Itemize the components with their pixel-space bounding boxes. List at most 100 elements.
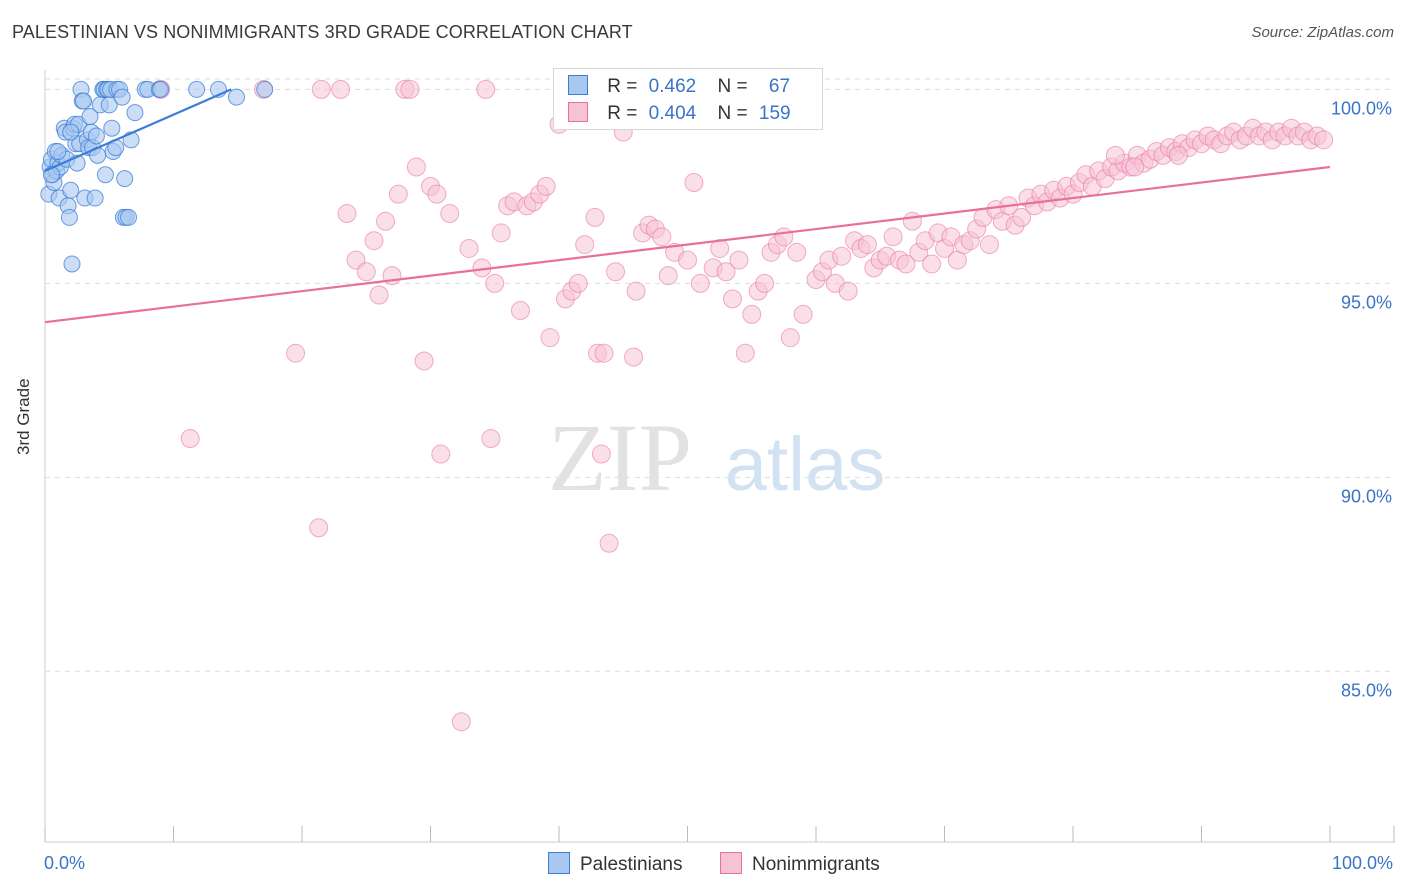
nonimmigrants-point [658, 266, 678, 286]
nonimmigrants-point [787, 242, 807, 262]
nonimmigrants-point [414, 351, 434, 371]
nonimmigrants-point [599, 533, 619, 553]
nonimmigrants-point [735, 343, 755, 363]
bottom-legend-label: Nonimmigrants [752, 854, 880, 875]
palestinians-trend-line [44, 88, 232, 172]
nonimmigrants-point [594, 343, 614, 363]
nonimmigrants-point [388, 184, 408, 204]
nonimmigrants-point [451, 712, 471, 732]
nonimmigrants-point [591, 444, 611, 464]
palestinians-point [116, 170, 134, 188]
stats-legend: R = 0.462 N = 67 R = 0.404 N = 159 [553, 68, 823, 130]
nonimmigrants-point [431, 444, 451, 464]
palestinians-point [120, 208, 138, 226]
nonimmigrants-point [311, 79, 331, 99]
watermark-zip: ZIP [548, 404, 692, 511]
palestinians-point [49, 142, 67, 160]
nonimmigrants-point [337, 204, 357, 224]
nonimmigrants-point [440, 204, 460, 224]
axes [44, 70, 1395, 843]
nonimmigrants-point [369, 285, 389, 305]
nonimmigrants-point [780, 328, 800, 348]
bottom-swatch-blue [548, 852, 570, 874]
y-tick-label: 95.0% [1341, 292, 1392, 312]
palestinians-point [62, 181, 80, 199]
nonimmigrants-point [690, 273, 710, 293]
palestinians-point [62, 123, 80, 141]
nonimmigrants-point [793, 304, 813, 324]
nonimmigrants-point [626, 281, 646, 301]
bottom-legend-palestinians: Palestinians [548, 852, 682, 876]
nonimmigrants-point [710, 238, 730, 258]
palestinians-point [63, 255, 81, 273]
nonimmigrants-point [568, 273, 588, 293]
nonimmigrants-point [286, 343, 306, 363]
nonimmigrants-point [883, 227, 903, 247]
nonimmigrants-point [485, 273, 505, 293]
nonimmigrants-point [510, 301, 530, 321]
trend-lines [44, 88, 1331, 324]
nonimmigrants-point [1105, 145, 1125, 165]
nonimmigrants-point [716, 262, 736, 282]
nonimmigrants-point [400, 79, 420, 99]
nonimmigrants-point [481, 429, 501, 449]
nonimmigrants-point [540, 328, 560, 348]
legend-r-value: 0.462 [648, 76, 697, 97]
nonimmigrants-point [729, 250, 749, 270]
nonimmigrants-point [979, 235, 999, 255]
legend-n-value: 159 [758, 103, 791, 124]
legend-r-value: 0.404 [648, 103, 697, 124]
palestinians-point [227, 88, 245, 106]
nonimmigrants-point [1314, 130, 1334, 150]
legend-row-palestinians: R = 0.462 N = 67 [568, 75, 790, 97]
nonimmigrants-point [774, 227, 794, 247]
chart-title: PALESTINIAN VS NONIMMIGRANTS 3RD GRADE C… [12, 22, 633, 42]
nonimmigrants-point [376, 211, 396, 231]
palestinians-point [87, 127, 105, 145]
nonimmigrants-point [575, 235, 595, 255]
palestinians-point [152, 80, 170, 98]
nonimmigrants-point [722, 289, 742, 309]
legend-n-label: N = [717, 103, 748, 124]
grid-lines [45, 78, 1395, 672]
x-tick-label: 0.0% [44, 853, 85, 873]
watermark-atlas: atlas [725, 422, 886, 507]
nonimmigrants-point [1168, 145, 1188, 165]
palestinians-point [75, 92, 93, 110]
y-axis-label: 3rd Grade [14, 378, 33, 455]
legend-swatch-pink [568, 102, 588, 122]
palestinians-point [103, 119, 121, 137]
source-label: Source: ZipAtlas.com [1251, 24, 1394, 41]
nonimmigrants-point [684, 173, 704, 193]
palestinians-points [40, 80, 274, 273]
nonimmigrants-point [459, 238, 479, 258]
palestinians-point [96, 166, 114, 184]
nonimmigrants-point [624, 347, 644, 367]
nonimmigrants-point [180, 429, 200, 449]
nonimmigrants-point [1012, 207, 1032, 227]
nonimmigrants-point [652, 227, 672, 247]
nonimmigrants-point [309, 518, 329, 538]
nonimmigrants-point [857, 235, 877, 255]
x-tick-labels: 0.0% 100.0% [44, 853, 1393, 873]
y-tick-label: 100.0% [1331, 98, 1392, 118]
y-tick-labels: 85.0% 90.0% 95.0% 100.0% [1331, 98, 1392, 700]
y-tick-label: 90.0% [1341, 486, 1392, 506]
legend-r-label: R = [607, 76, 638, 97]
palestinians-point [86, 189, 104, 207]
nonimmigrants-point [902, 211, 922, 231]
nonimmigrants-point [585, 207, 605, 227]
nonimmigrants-point [832, 246, 852, 266]
x-tick-label: 100.0% [1332, 853, 1393, 873]
nonimmigrants-point [742, 304, 762, 324]
nonimmigrants-point [755, 273, 775, 293]
nonimmigrants-point [678, 250, 697, 270]
nonimmigrants-point [406, 157, 426, 177]
legend-n-value: 67 [768, 76, 791, 97]
palestinians-point [256, 80, 274, 98]
bottom-legend-label: Palestinians [580, 854, 683, 875]
nonimmigrants-points [151, 79, 1334, 732]
palestinians-point [126, 104, 144, 122]
palestinians-point [188, 80, 206, 98]
